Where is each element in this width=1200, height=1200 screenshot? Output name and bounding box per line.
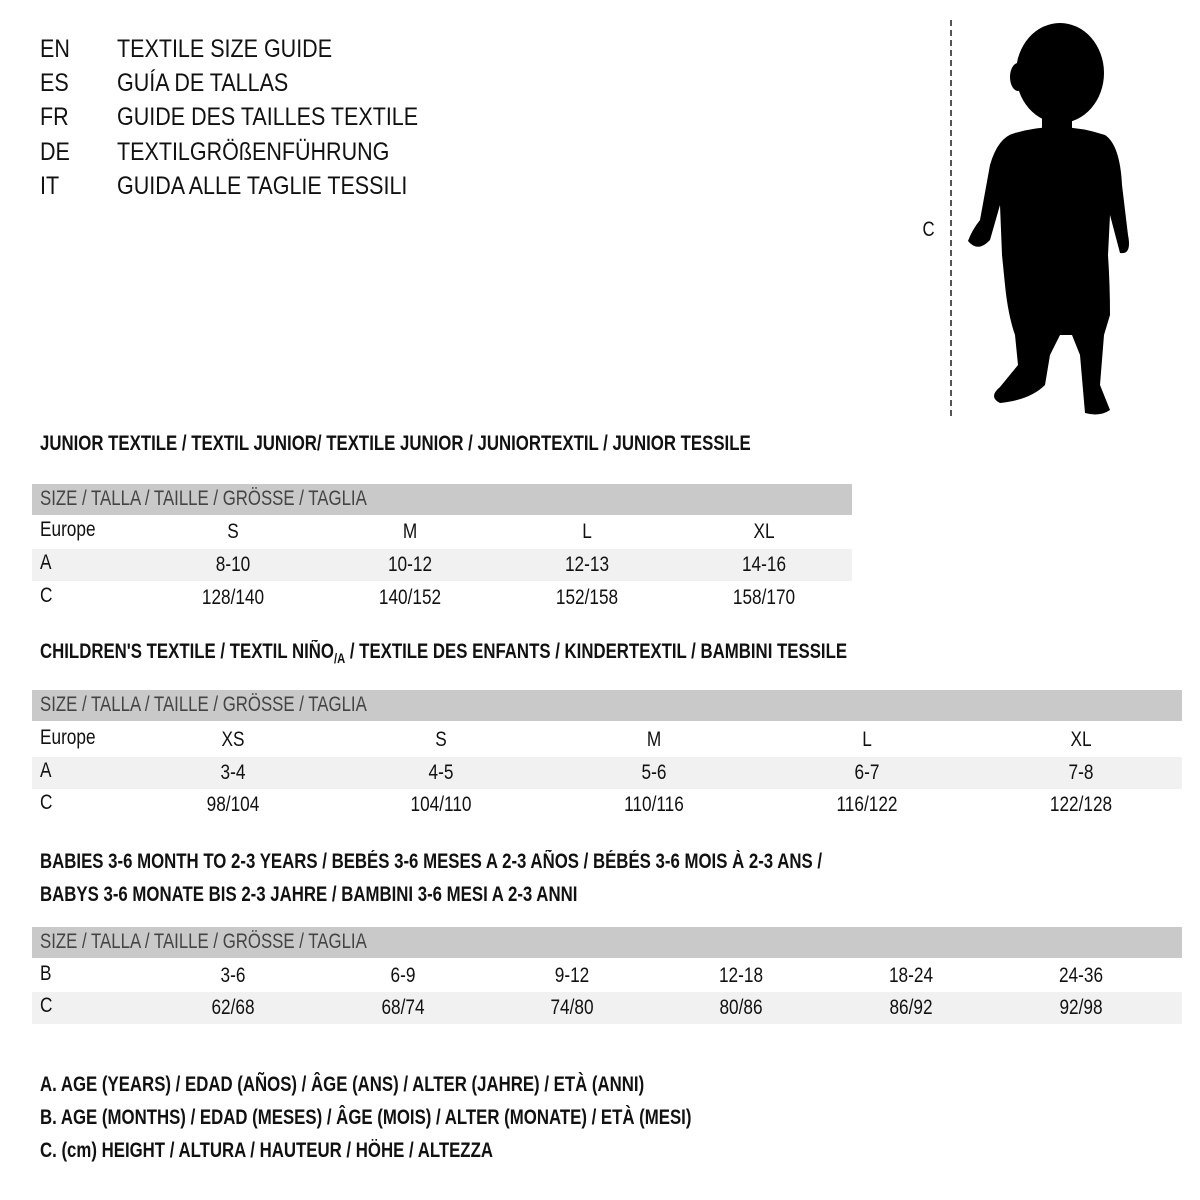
table-cell: 128/140 <box>201 586 265 609</box>
table-cell: XS <box>221 728 245 751</box>
row-label: Europe <box>40 726 96 749</box>
legend-item: A. AGE (YEARS) / EDAD (AÑOS) / ÂGE (ANS)… <box>40 1073 645 1096</box>
row-label: B <box>40 962 52 985</box>
height-label: C <box>922 218 935 241</box>
table-cell: 92/98 <box>1059 996 1103 1019</box>
table-header-text: SIZE / TALLA / TAILLE / GRÖSSE / TAGLIA <box>40 693 367 716</box>
table-header-text: SIZE / TALLA / TAILLE / GRÖSSE / TAGLIA <box>40 930 367 953</box>
table-cell: 7-8 <box>1068 761 1094 784</box>
table-cell: 4-5 <box>428 761 454 784</box>
table-cell: 86/92 <box>889 996 933 1019</box>
table-cell: 74/80 <box>550 996 594 1019</box>
row-label: C <box>40 994 53 1017</box>
table-cell: 116/122 <box>836 793 898 816</box>
table-cell: 3-4 <box>220 761 246 784</box>
table-cell: 98/104 <box>206 793 260 816</box>
table-cell: M <box>646 728 662 751</box>
lang-title: GUIDA ALLE TAGLIE TESSILI <box>117 172 408 200</box>
table-row: C 62/68 68/74 74/80 80/86 86/92 92/98 <box>32 992 1182 1024</box>
children-section-title: CHILDREN'S TEXTILE / TEXTIL NIÑO/A / TEX… <box>40 640 847 666</box>
row-label: C <box>40 791 53 814</box>
table-cell: L <box>862 728 872 751</box>
lang-title: TEXTILGRÖßENFÜHRUNG <box>117 138 390 166</box>
table-cell: 110/116 <box>624 793 684 816</box>
table-cell: 5-6 <box>641 761 667 784</box>
table-row: A 3-4 4-5 5-6 6-7 7-8 <box>32 757 1182 789</box>
lang-title: GUÍA DE TALLAS <box>117 69 289 97</box>
row-label: A <box>40 759 52 782</box>
table-cell: 24-36 <box>1058 964 1104 987</box>
title-subscript: /A <box>333 650 346 667</box>
lang-code: FR <box>40 103 69 131</box>
table-cell: 104/110 <box>410 793 472 816</box>
table-header: SIZE / TALLA / TAILLE / GRÖSSE / TAGLIA <box>32 927 1182 958</box>
table-cell: 12-18 <box>718 964 764 987</box>
table-cell: 122/128 <box>1049 793 1113 816</box>
table-cell: 6-7 <box>854 761 880 784</box>
lang-title: GUIDE DES TAILLES TEXTILE <box>117 103 419 131</box>
lang-code: IT <box>40 172 60 200</box>
table-row: Europe XS S M L XL <box>32 724 1182 756</box>
lang-code: ES <box>40 69 69 97</box>
table-cell: 14-16 <box>741 553 787 576</box>
table-cell: M <box>402 520 418 543</box>
lang-code: DE <box>40 138 70 166</box>
legend-item: B. AGE (MONTHS) / EDAD (MESES) / ÂGE (MO… <box>40 1106 692 1129</box>
table-cell: XL <box>1070 728 1092 751</box>
babies-section-title: BABYS 3-6 MONATE BIS 2-3 JAHRE / BAMBINI… <box>40 883 578 906</box>
table-cell: S <box>435 728 447 751</box>
table-cell: 6-9 <box>390 964 416 987</box>
table-cell: 140/152 <box>378 586 442 609</box>
table-cell: 3-6 <box>220 964 246 987</box>
legend-item: C. (cm) HEIGHT / ALTURA / HAUTEUR / HÖHE… <box>40 1139 493 1162</box>
table-cell: 158/170 <box>732 586 796 609</box>
table-cell: 9-12 <box>554 964 590 987</box>
junior-section-title: JUNIOR TEXTILE / TEXTIL JUNIOR/ TEXTILE … <box>40 432 751 455</box>
table-cell: 152/158 <box>555 586 619 609</box>
table-row: Europe S M L XL <box>32 516 852 548</box>
table-cell: XL <box>753 520 775 543</box>
table-cell: S <box>227 520 239 543</box>
child-silhouette-icon <box>968 23 1129 415</box>
table-cell: 62/68 <box>211 996 255 1019</box>
table-cell: 18-24 <box>888 964 934 987</box>
row-label: A <box>40 551 52 574</box>
table-cell: 68/74 <box>381 996 425 1019</box>
table-row: A 8-10 10-12 12-13 14-16 <box>32 549 852 581</box>
babies-section-title: BABIES 3-6 MONTH TO 2-3 YEARS / BEBÉS 3-… <box>40 850 823 873</box>
lang-code: EN <box>40 35 70 63</box>
table-row: B 3-6 6-9 9-12 12-18 18-24 24-36 <box>32 960 1182 992</box>
title-text: / TEXTILE DES ENFANTS / KINDERTEXTIL / B… <box>345 640 848 663</box>
table-row: C 98/104 104/110 110/116 116/122 122/128 <box>32 789 1182 821</box>
table-cell: 10-12 <box>387 553 433 576</box>
table-row: C 128/140 140/152 152/158 158/170 <box>32 582 852 614</box>
row-label: C <box>40 584 53 607</box>
table-header-text: SIZE / TALLA / TAILLE / GRÖSSE / TAGLIA <box>40 487 367 510</box>
table-cell: L <box>582 520 592 543</box>
table-header: SIZE / TALLA / TAILLE / GRÖSSE / TAGLIA <box>32 484 852 515</box>
lang-title: TEXTILE SIZE GUIDE <box>117 35 333 63</box>
height-dashed-line <box>950 20 952 416</box>
table-cell: 12-13 <box>564 553 610 576</box>
table-cell: 8-10 <box>215 553 251 576</box>
row-label: Europe <box>40 518 96 541</box>
table-cell: 80/86 <box>719 996 763 1019</box>
table-header: SIZE / TALLA / TAILLE / GRÖSSE / TAGLIA <box>32 690 1182 721</box>
title-text: CHILDREN'S TEXTILE / TEXTIL NIÑO <box>40 640 334 663</box>
